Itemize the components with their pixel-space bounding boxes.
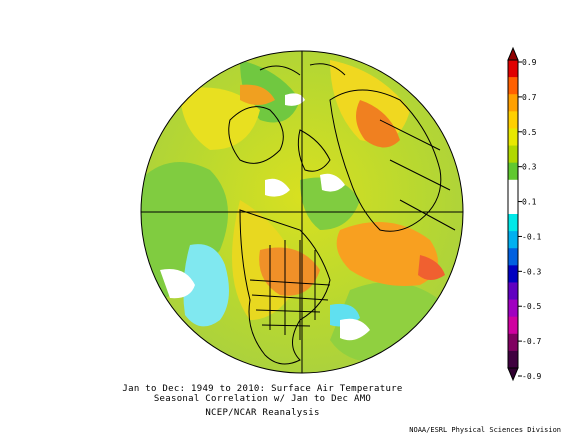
caption-line-3: NCEP/NCAR Reanalysis bbox=[205, 408, 320, 418]
colorbar-segment bbox=[508, 145, 518, 164]
caption-line-1: Jan to Dec: 1949 to 2010: Surface Air Te… bbox=[122, 384, 403, 394]
colorbar-tick-label: 0.1 bbox=[522, 198, 537, 207]
colorbar-segment bbox=[508, 333, 518, 352]
colorbar-segment bbox=[508, 248, 518, 266]
colorbar-segment bbox=[508, 316, 518, 335]
colorbar-segment bbox=[508, 77, 518, 95]
colorbar-segment bbox=[508, 179, 518, 198]
grid-cross bbox=[141, 51, 463, 373]
coastlines bbox=[228, 63, 456, 365]
colorbar-top-arrow bbox=[507, 46, 519, 61]
colorbar-outline bbox=[507, 59, 519, 369]
colorbar-segment bbox=[508, 299, 518, 318]
colorbar-tick-label: 0.5 bbox=[522, 128, 537, 137]
colorbar-bottom-arrow bbox=[507, 367, 519, 382]
colorbar-segment bbox=[508, 60, 518, 78]
colorbar-tick-label: -0.5 bbox=[522, 302, 541, 311]
colorbar-segment bbox=[508, 128, 518, 147]
colorbar-segment bbox=[508, 350, 518, 369]
disk-outline bbox=[140, 50, 464, 374]
colorbar-tick-label: -0.3 bbox=[522, 267, 541, 276]
colorbar-segment bbox=[508, 94, 518, 112]
colorbar-segment bbox=[508, 196, 518, 215]
colorbar-segment bbox=[508, 111, 518, 129]
caption-line-2: Seasonal Correlation w/ Jan to Dec AMO bbox=[153, 394, 372, 404]
colorbar-tick-label: -0.1 bbox=[522, 232, 541, 241]
colorbar-tick-label: 0.7 bbox=[522, 93, 537, 102]
colorbar-segment bbox=[508, 231, 518, 249]
colorbar-tick-label: 0.3 bbox=[522, 163, 537, 172]
colorbar-segment bbox=[508, 162, 518, 181]
credit-text: NOAA/ESRL Physical Sciences Division bbox=[409, 426, 561, 434]
colorbar-segment bbox=[508, 265, 518, 283]
colorbar-tick-label: -0.9 bbox=[522, 372, 541, 381]
colorbar-tick-label: 0.9 bbox=[522, 58, 537, 67]
colorbar: 0.9 0.7 0.5 0.3 0.1 -0.1 -0.3 -0.5 -0.7 -0.9 bbox=[507, 46, 541, 382]
colorbar-tick-label: -0.7 bbox=[522, 337, 541, 346]
colorbar-segment bbox=[508, 214, 518, 232]
colorbar-segment bbox=[508, 282, 518, 301]
